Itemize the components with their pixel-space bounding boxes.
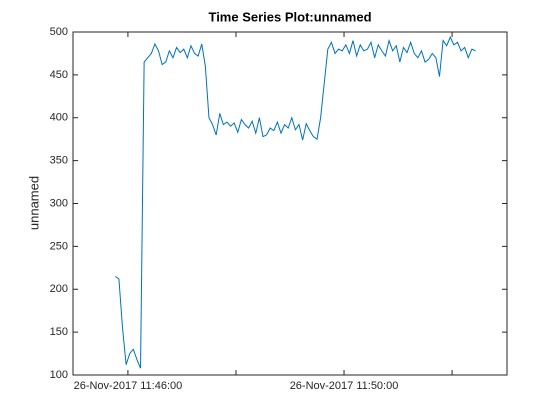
y-tick-label: 450: [50, 69, 68, 81]
y-tick-label: 250: [50, 240, 68, 252]
y-tick-label: 300: [50, 197, 68, 209]
axes-box: [72, 31, 508, 376]
y-tick-label: 500: [50, 26, 68, 38]
y-tick-label: 150: [50, 326, 68, 338]
y-tick-label: 100: [50, 369, 68, 381]
y-tick-label: 400: [50, 112, 68, 124]
chart-title: Time Series Plot:unnamed: [208, 9, 371, 24]
y-tick-label: 200: [50, 283, 68, 295]
y-tick-label: 350: [50, 155, 68, 167]
y-axis-label: unnamed: [26, 176, 41, 230]
x-tick-label: 26-Nov-2017 11:50:00: [290, 380, 399, 392]
data-line: [115, 35, 476, 369]
x-tick-label: 26-Nov-2017 11:46:00: [74, 380, 183, 392]
